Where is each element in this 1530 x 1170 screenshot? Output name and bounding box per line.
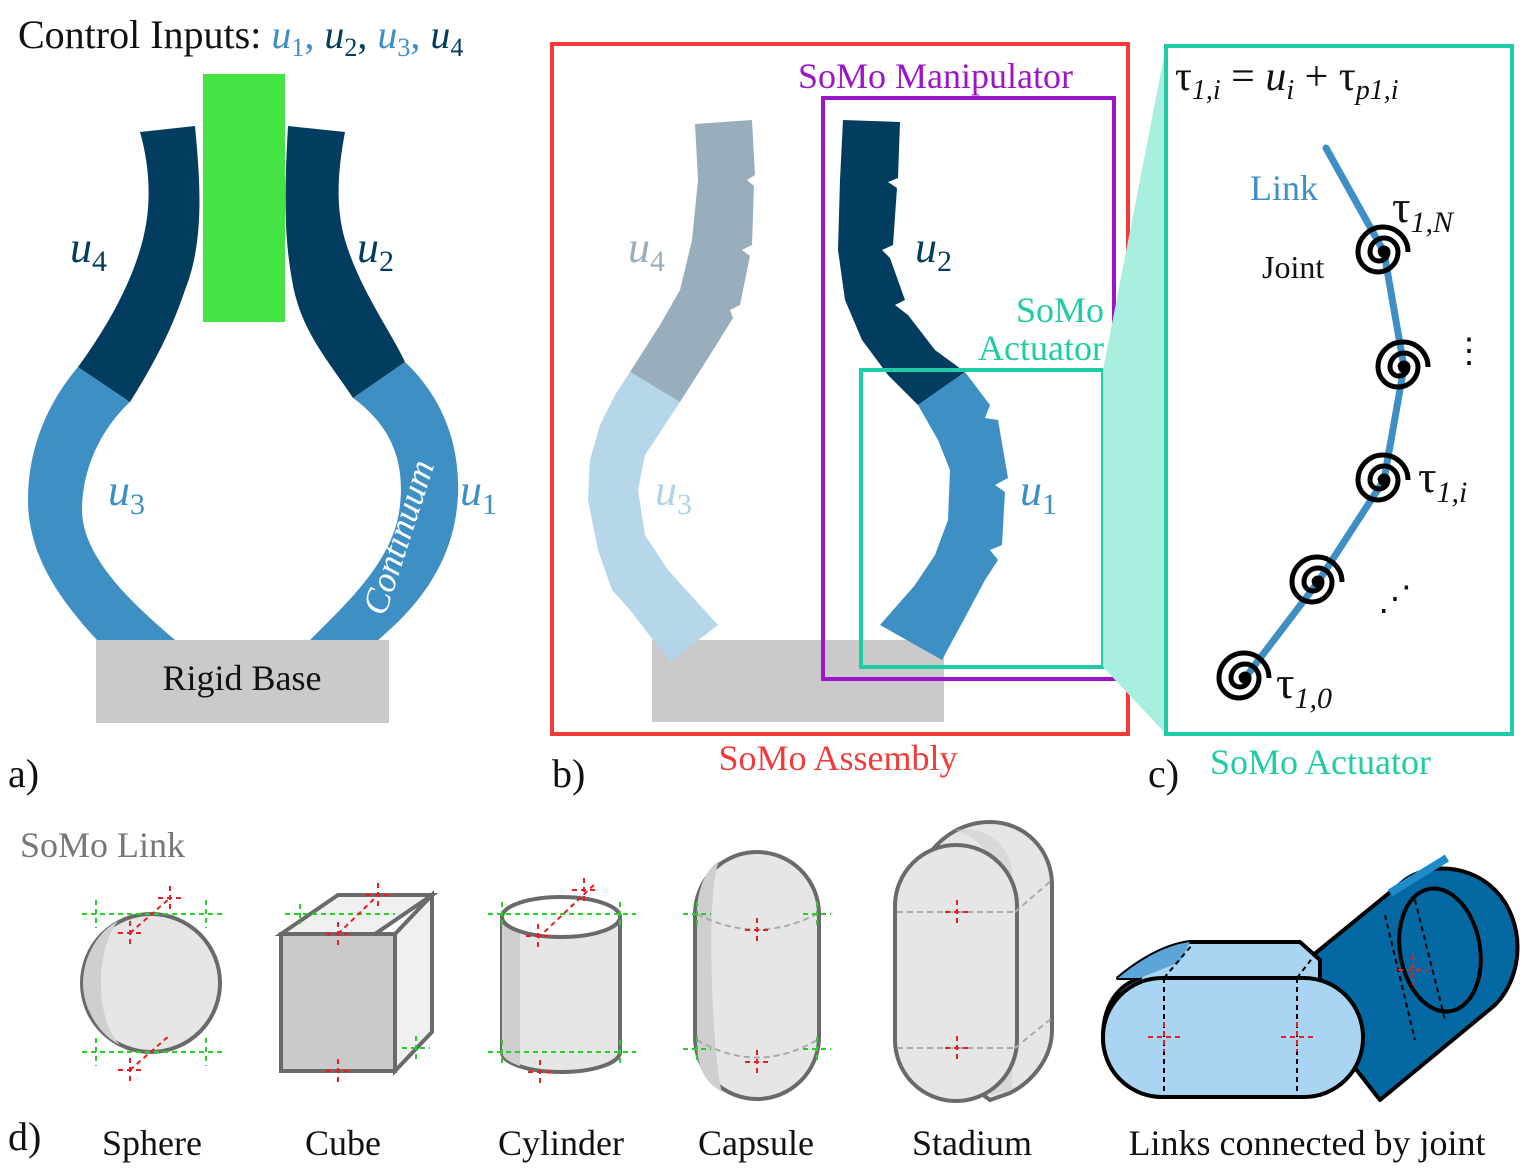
stadium-shape (893, 819, 1054, 1103)
shape-label-sphere: Sphere (102, 1123, 202, 1163)
faded-actuator-u3 (588, 372, 718, 662)
shape-label-cube: Cube (305, 1123, 381, 1163)
left-actuator-u3 (28, 367, 175, 640)
vdots: ⋮ (1452, 333, 1486, 370)
control-inputs-label: Control Inputs: u1, u2, u3, u4 (18, 12, 463, 62)
panel-b-label: b) (552, 751, 585, 796)
manipulator-actuator-u1 (880, 372, 1008, 660)
shape-label-cylinder: Cylinder (498, 1123, 624, 1163)
panel-c-label: c) (1148, 751, 1179, 796)
zoom-wedge (1103, 46, 1166, 734)
rigid-base-label: Rigid Base (163, 658, 322, 698)
joint-spring-icon (1375, 339, 1431, 390)
manipulator-label-u2: u2 (915, 223, 952, 278)
assembly-label: SoMo Assembly (718, 738, 957, 778)
shape-label-stadium: Stadium (912, 1123, 1032, 1163)
grasped-object (203, 74, 285, 322)
panel-b: SoMo Assembly u4 u3 SoMo Manipulator u2 … (550, 42, 1166, 796)
label-u4: u4 (70, 223, 107, 278)
faded-label-u4: u4 (628, 223, 665, 278)
actuator-label-line1: SoMo (1016, 290, 1104, 330)
capsule-shape (683, 850, 831, 1101)
link-chain (1241, 144, 1408, 682)
sphere-shape (80, 886, 222, 1082)
shape-label-capsule: Capsule (698, 1123, 814, 1163)
panel-a-label: a) (8, 751, 39, 796)
manipulator-label-u1: u1 (1020, 466, 1057, 521)
right-actuator-u2 (285, 126, 405, 398)
actuator-label-line2: Actuator (978, 328, 1104, 368)
faded-label-u3: u3 (655, 466, 692, 521)
joint-spring-icon (1216, 650, 1272, 701)
actuator-title: SoMo Actuator (1210, 742, 1431, 782)
somo-link-title: SoMo Link (20, 825, 185, 865)
panel-c: τ1,i = ui + τp1,i Link Joint τ1,N τ1,i (1148, 44, 1514, 796)
joint-spring-icon (1355, 452, 1411, 503)
tau-N-label: τ1,N (1392, 181, 1455, 239)
label-u2: u2 (357, 223, 394, 278)
manipulator-label: SoMo Manipulator (798, 56, 1073, 96)
joint-label: Joint (1262, 249, 1324, 285)
faded-actuator-u4 (630, 120, 755, 402)
cube-shape (274, 883, 439, 1083)
joint-spring-icon (1289, 554, 1345, 605)
left-actuator-u4 (78, 126, 200, 402)
panel-a: Control Inputs: u1, u2, u3, u4 u4 u2 u3 … (8, 12, 497, 796)
tau-i-label: τ1,i (1418, 451, 1467, 509)
ddots: ⋰ (1378, 581, 1412, 618)
tau-0-label: τ1,0 (1276, 657, 1332, 715)
joint-spring-icon (1355, 224, 1411, 275)
link-label: Link (1250, 168, 1318, 208)
label-u3: u3 (108, 466, 145, 521)
panel-d: SoMo Link (8, 819, 1520, 1163)
connected-links-shape (1101, 854, 1520, 1102)
right-actuator-u1 (310, 362, 459, 640)
cylinder-shape (488, 878, 636, 1084)
torque-equation: τ1,i = ui + τp1,i (1175, 54, 1399, 106)
panel-d-label: d) (8, 1114, 41, 1159)
rigid-base (96, 640, 389, 723)
label-u1: u1 (460, 466, 497, 521)
shape-label-connected-links: Links connected by joint (1129, 1123, 1486, 1163)
actuator-detail-box (1164, 44, 1514, 736)
manipulator-actuator-u2 (838, 120, 965, 405)
